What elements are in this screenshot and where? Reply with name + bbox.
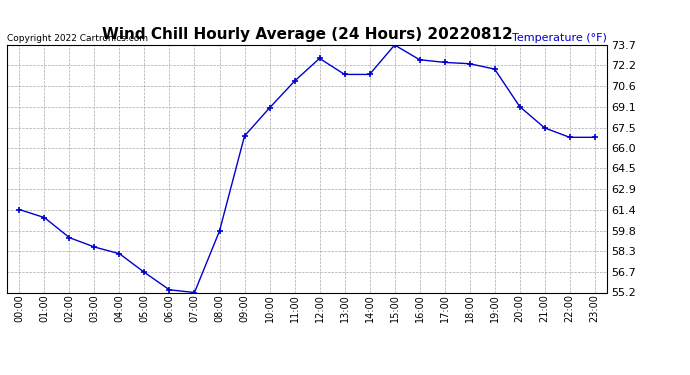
Title: Wind Chill Hourly Average (24 Hours) 20220812: Wind Chill Hourly Average (24 Hours) 202… bbox=[101, 27, 513, 42]
Text: Temperature (°F): Temperature (°F) bbox=[512, 33, 607, 42]
Text: Copyright 2022 Cartronics.com: Copyright 2022 Cartronics.com bbox=[7, 33, 148, 42]
